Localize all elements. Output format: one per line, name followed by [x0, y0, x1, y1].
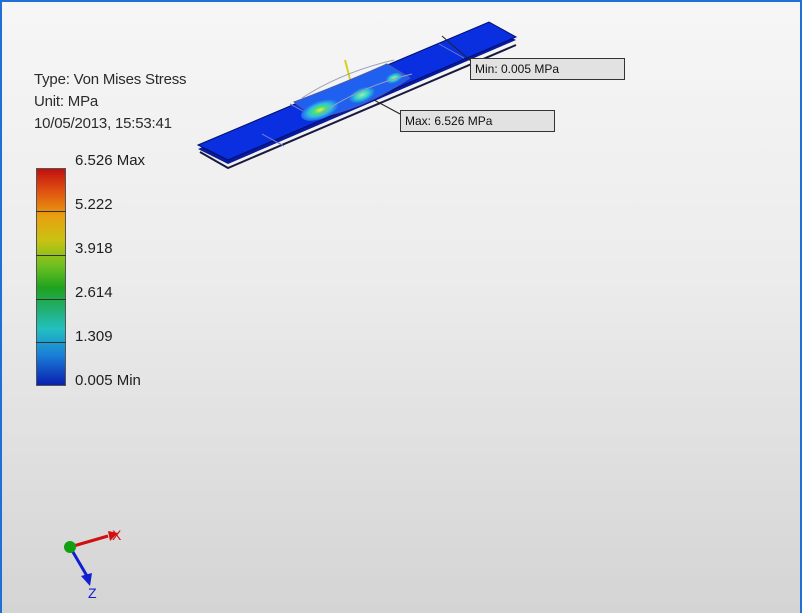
max-probe-label[interactable]: Max: 6.526 MPa [400, 110, 555, 132]
legend-label: 3.918 [75, 240, 113, 257]
stress-color-legend-bar [36, 168, 66, 386]
legend-tick [36, 299, 66, 300]
result-unit-label: Unit: MPa [34, 93, 99, 110]
legend-label-max: 6.526 Max [75, 152, 146, 169]
legend-label: 1.309 [75, 328, 113, 345]
z-axis-label: Z [88, 585, 97, 601]
coordinate-triad: X Z [64, 527, 122, 601]
x-axis-arrow [69, 534, 109, 549]
y-axis-origin [64, 541, 76, 553]
legend-tick [36, 255, 66, 256]
legend-label-min: 0.005 Min [75, 372, 141, 389]
legend-tick [36, 211, 66, 212]
result-timestamp: 10/05/2013, 15:53:41 [34, 115, 172, 132]
x-axis-label: X [112, 527, 122, 543]
result-type-label: Type: Von Mises Stress [34, 71, 187, 88]
stress-hotspot [300, 99, 340, 121]
beam-bottom-edge [199, 44, 517, 170]
legend-label: 2.614 [75, 284, 113, 301]
legend-tick [36, 342, 66, 343]
max-leader-line [373, 99, 403, 116]
min-leader-line [441, 35, 473, 63]
min-probe-label[interactable]: Min: 0.005 MPa [470, 58, 625, 80]
legend-label: 5.222 [75, 196, 113, 213]
